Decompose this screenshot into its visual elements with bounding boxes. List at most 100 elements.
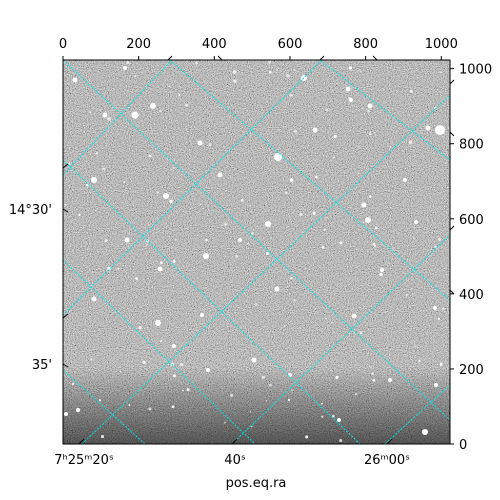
star [299, 212, 303, 216]
star [365, 217, 371, 223]
star [290, 276, 293, 280]
star [339, 241, 343, 245]
star [157, 266, 163, 272]
star [208, 143, 212, 147]
star [217, 172, 223, 178]
coordinate-grid [63, 60, 450, 444]
star [78, 213, 81, 216]
star [373, 244, 376, 247]
star [332, 156, 335, 159]
star [104, 239, 108, 243]
star [294, 129, 297, 133]
star [261, 375, 266, 379]
star [274, 286, 280, 292]
star [268, 70, 272, 74]
star [223, 421, 226, 424]
star [348, 66, 353, 70]
right-tick-label: 800 [459, 138, 484, 153]
top-tick-label: 0 [59, 37, 67, 52]
star [371, 372, 374, 375]
star [359, 331, 363, 335]
star [406, 294, 408, 296]
star [135, 277, 139, 280]
top-pixel-axis: 0 200 400 600 800 1000 [59, 37, 458, 60]
star [119, 371, 122, 373]
star [91, 177, 97, 183]
ra-tick-label-3: 26ᵐ00ˢ [364, 453, 410, 468]
star [321, 415, 324, 418]
star [414, 220, 418, 224]
star [372, 242, 376, 246]
star [409, 90, 413, 93]
star [372, 378, 376, 382]
star [199, 203, 202, 206]
bottom-ra-axis: 7ʰ25ᵐ20ˢ 40ˢ 26ᵐ00ˢ pos.eq.ra [54, 438, 410, 491]
star [433, 306, 437, 310]
star [388, 378, 392, 382]
ra-tick-label-2: 40ˢ [224, 453, 246, 468]
star [168, 85, 171, 87]
star [123, 66, 127, 70]
star [274, 153, 282, 161]
grid-line [231, 234, 450, 444]
star [265, 399, 268, 402]
star [312, 211, 316, 215]
star [107, 117, 111, 121]
star [220, 224, 222, 226]
star [117, 267, 120, 270]
sky-image [63, 60, 450, 444]
star [325, 108, 329, 112]
star [437, 317, 441, 321]
star [107, 266, 111, 271]
star [131, 111, 139, 119]
star [238, 238, 242, 242]
star [293, 68, 296, 71]
star [72, 77, 78, 83]
plot-frame [62, 59, 451, 445]
star [76, 408, 80, 412]
star [413, 237, 415, 239]
star [367, 109, 370, 113]
star [160, 340, 163, 343]
star [134, 75, 137, 77]
star [148, 224, 150, 226]
star [351, 313, 357, 319]
star [98, 399, 101, 402]
star [124, 237, 130, 243]
grid-line [63, 159, 361, 444]
star [389, 146, 392, 148]
star [240, 198, 244, 202]
grid-line [63, 369, 146, 444]
star [186, 388, 190, 392]
star [102, 112, 108, 118]
left-dec-axis: 14°30' 35' [9, 163, 69, 373]
star [418, 359, 421, 362]
star [142, 360, 146, 365]
star [138, 326, 142, 330]
star [441, 307, 445, 311]
star [360, 70, 362, 73]
dec-tick-label-1: 14°30' [9, 203, 52, 218]
star [171, 405, 175, 409]
star [100, 435, 105, 439]
star [439, 71, 442, 74]
star [368, 132, 372, 136]
star [85, 183, 89, 187]
star [299, 327, 302, 330]
top-tick-label: 800 [353, 37, 378, 52]
star [265, 221, 271, 227]
star [71, 382, 75, 385]
star [95, 152, 98, 155]
star [362, 221, 364, 224]
star [325, 217, 327, 219]
ra-axis-label: pos.eq.ra [226, 476, 287, 491]
ra-tick-label-1: 7ʰ25ᵐ20ˢ [54, 453, 114, 468]
star [290, 389, 293, 392]
edge-world-ticks [167, 55, 455, 295]
star [333, 134, 337, 138]
star [68, 162, 71, 165]
star [348, 96, 351, 100]
star [226, 223, 228, 225]
star [182, 389, 184, 392]
